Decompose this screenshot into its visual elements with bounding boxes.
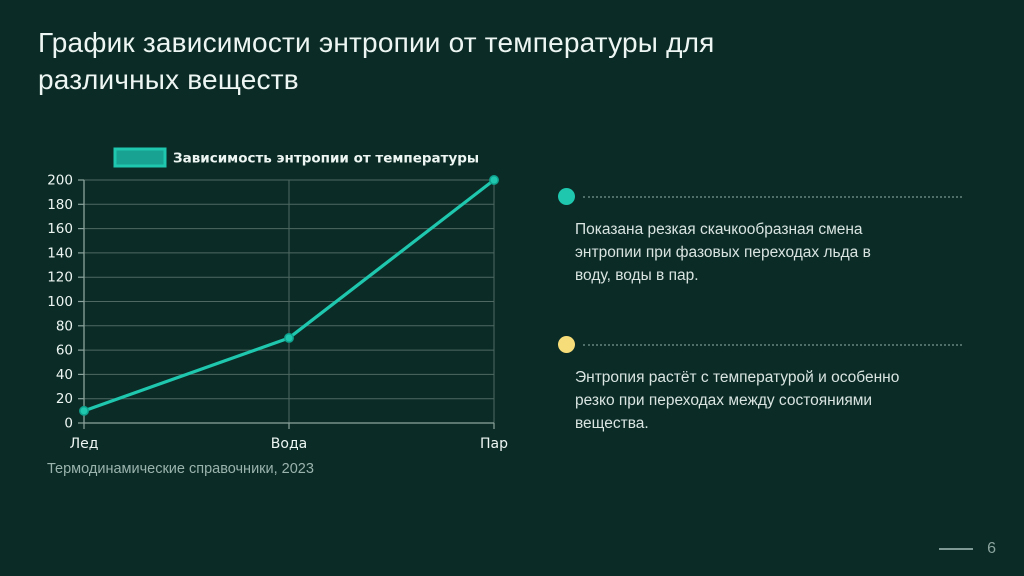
callout-header	[558, 188, 962, 205]
callout-header	[558, 336, 962, 353]
svg-text:40: 40	[56, 367, 73, 383]
svg-text:120: 120	[47, 270, 73, 286]
svg-text:180: 180	[47, 197, 73, 213]
svg-text:160: 160	[47, 221, 73, 237]
svg-text:Лед: Лед	[70, 436, 99, 452]
teal-bullet-icon	[558, 188, 575, 205]
svg-text:200: 200	[47, 173, 73, 189]
page-footer: 6	[939, 540, 996, 558]
callout-text: Показана резкая скачкообразная смена энт…	[575, 221, 871, 284]
yellow-bullet-icon	[558, 336, 575, 353]
page-number: 6	[987, 540, 996, 557]
dotted-leader-line	[583, 195, 962, 198]
dotted-leader-line	[583, 343, 962, 346]
entropy-chart: 0 20 40 60 80 100 120 140 160 180 200 Лед Вода Пар Зав…	[40, 145, 540, 453]
svg-text:Зависимость энтропии от темпер: Зависимость энтропии от температуры	[173, 151, 479, 167]
svg-text:60: 60	[56, 343, 73, 359]
callout-item-entropy-growth: Энтропия растёт с температурой и особенн…	[558, 336, 962, 435]
svg-text:140: 140	[47, 245, 73, 261]
svg-text:100: 100	[47, 294, 73, 310]
svg-text:80: 80	[56, 318, 73, 334]
callout-list: Показана резкая скачкообразная смена энт…	[558, 188, 962, 484]
source-note: Термодинамические справочники, 2023	[47, 461, 314, 477]
svg-text:20: 20	[56, 391, 73, 407]
svg-text:Пар: Пар	[480, 436, 508, 452]
callout-item-phase-jump: Показана резкая скачкообразная смена энт…	[558, 188, 962, 287]
callout-text: Энтропия растёт с температурой и особенн…	[575, 369, 900, 432]
entropy-line-chart: 0 20 40 60 80 100 120 140 160 180 200 Лед Вода Пар Зав…	[47, 147, 508, 452]
svg-text:Вода: Вода	[271, 436, 307, 452]
footer-divider-line	[939, 548, 974, 550]
page-title: График зависимости энтропии от температу…	[38, 27, 715, 95]
svg-text:0: 0	[64, 416, 73, 432]
